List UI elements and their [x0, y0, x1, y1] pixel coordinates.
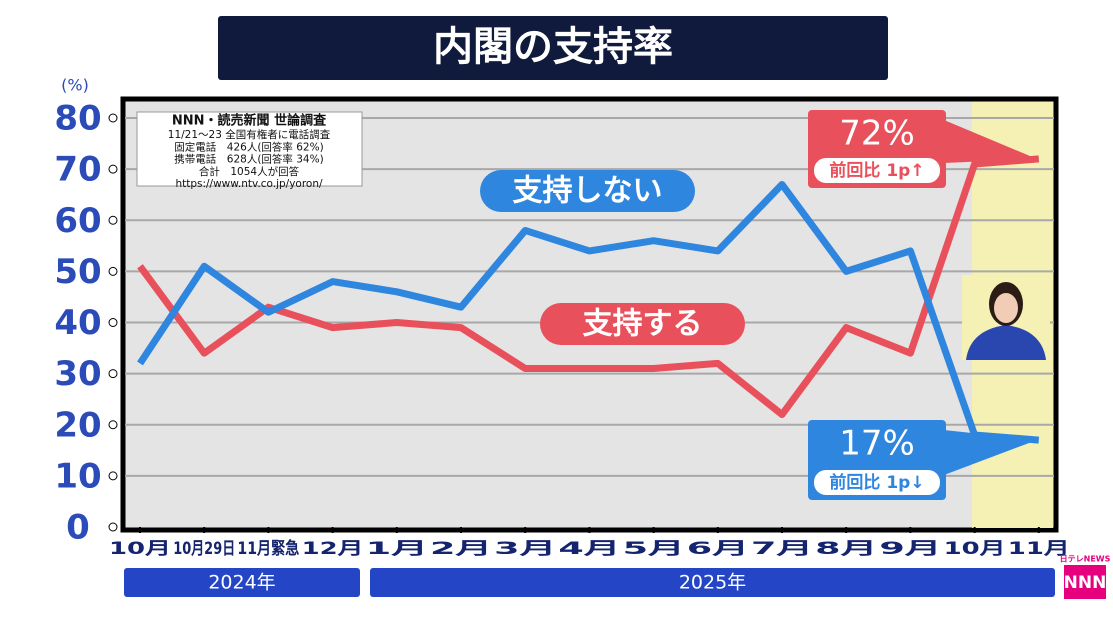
- series-line: [137, 155, 1040, 419]
- value-label: 72%: [839, 114, 915, 154]
- logo-bg: [1064, 565, 1106, 599]
- y-tick-dot: [108, 113, 118, 123]
- y-tick-label: 40: [54, 303, 101, 343]
- y-tick-label: 80: [54, 99, 101, 139]
- y-tick-dot: [108, 215, 118, 225]
- source-line: https://www.ntv.co.jp/yoron/: [175, 178, 323, 190]
- source-box: [136, 111, 363, 187]
- x-tick-label: 12月: [302, 539, 364, 559]
- y-tick-dot: [108, 420, 118, 430]
- y-tick-dot: [108, 164, 118, 174]
- legend-pill: [480, 170, 695, 212]
- x-tick-label: 10月: [944, 539, 1006, 559]
- legend-label: 支持する: [583, 307, 703, 342]
- title-bar: [218, 16, 888, 80]
- x-tick-label: 11月: [1008, 539, 1070, 559]
- x-tick-label: 8月: [815, 539, 877, 559]
- y-unit: (%): [61, 76, 89, 95]
- chart-title: 内閣の支持率: [433, 24, 673, 70]
- x-tick-label: 10月29日: [173, 539, 235, 559]
- y-tick-label: 10: [54, 456, 101, 496]
- series-line: [137, 180, 1040, 444]
- x-tick-label: 10月: [109, 539, 171, 559]
- y-tick-label: 60: [54, 201, 101, 241]
- photo-body: [966, 325, 1046, 360]
- x-tick-label: 1月: [366, 539, 428, 559]
- x-tick-label: 11月緊急: [237, 538, 299, 559]
- x-tick-label: 6月: [687, 539, 749, 559]
- y-tick-dot: [108, 318, 118, 327]
- change-label: 前回比 1p↓: [829, 472, 924, 493]
- x-tick-label: 7月: [751, 539, 813, 559]
- legend-label: 支持しない: [513, 174, 663, 209]
- logo-main: NNN: [1064, 573, 1107, 593]
- y-tick-label: 0: [66, 508, 90, 548]
- x-tick-label: 5月: [623, 539, 685, 559]
- value-label: 17%: [839, 424, 915, 464]
- y-tick-label: 50: [54, 252, 101, 292]
- source-line: 携帯電話 628人(回答率 34%): [174, 153, 323, 166]
- change-pill: [814, 158, 940, 183]
- source-line: 11/21～23 全国有権者に電話調査: [168, 128, 331, 141]
- callout-arrow: [944, 120, 1037, 163]
- y-tick-dot: [108, 471, 118, 481]
- legend-pill: [540, 303, 745, 345]
- photo-face: [994, 293, 1018, 323]
- year-bar: [124, 568, 360, 597]
- x-tick-label: 9月: [879, 539, 941, 559]
- y-tick-dot: [108, 522, 118, 532]
- year-bar: [370, 568, 1055, 597]
- year-label: 2025年: [679, 572, 746, 594]
- callout-arrow: [944, 430, 1037, 475]
- y-tick-label: 30: [54, 354, 101, 394]
- source-line: 固定電話 426人(回答率 62%): [174, 140, 323, 153]
- person-photo: [962, 275, 1050, 360]
- y-tick-label: 70: [54, 150, 101, 190]
- y-tick-dot: [108, 369, 118, 379]
- source-line: NNN・読売新聞 世論調査: [172, 113, 327, 129]
- y-tick-dot: [108, 266, 118, 276]
- x-tick-label: 3月: [494, 539, 556, 559]
- x-tick-label: 4月: [558, 539, 620, 559]
- change-pill: [814, 470, 940, 495]
- logo-small: 日テレNEWS: [1060, 555, 1111, 564]
- x-tick-label: 2月: [430, 539, 492, 559]
- y-tick-label: 20: [54, 405, 101, 445]
- change-label: 前回比 1p↑: [829, 160, 924, 181]
- source-line: 合計 1054人が回答: [199, 165, 300, 178]
- year-label: 2024年: [208, 572, 275, 594]
